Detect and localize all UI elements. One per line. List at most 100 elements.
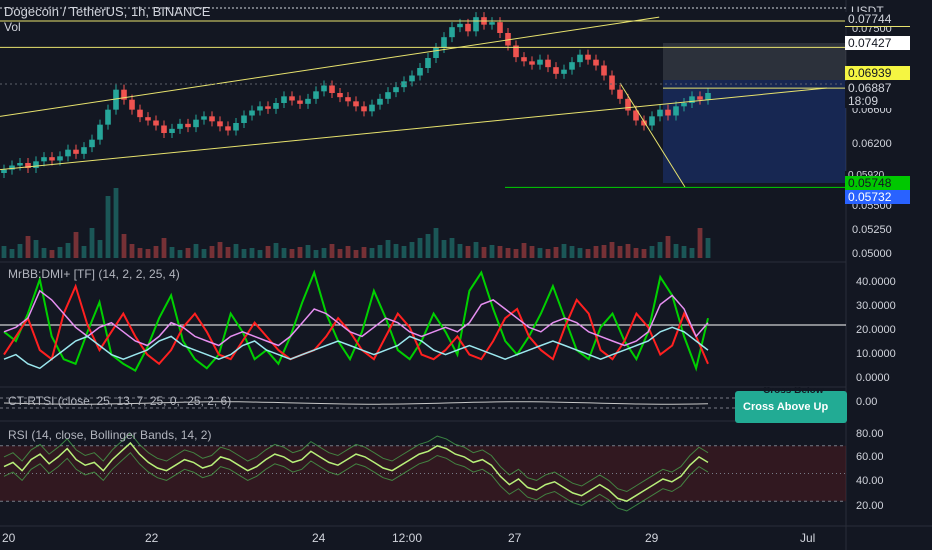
mrbb-series-line — [3, 289, 709, 347]
candle-body — [369, 104, 375, 112]
candle-body — [609, 75, 615, 90]
alert-bubble[interactable]: Cross Below Cross Above Up — [735, 387, 847, 423]
volume-bar — [337, 249, 343, 258]
volume-bar — [153, 246, 159, 258]
volume-bar — [593, 246, 599, 258]
candle-body — [33, 161, 39, 168]
candle-body — [641, 120, 647, 126]
volume-bar — [633, 248, 639, 258]
volume-bar — [665, 236, 671, 258]
candle-body — [41, 157, 47, 162]
candle-body — [129, 99, 135, 110]
candle-body — [705, 93, 711, 100]
price-axis-tick: 0.06200 — [852, 138, 892, 150]
volume-bar — [265, 246, 271, 258]
symbol-title: Dogecoin / TetherUS, 1h, BINANCE — [4, 4, 211, 19]
volume-bar — [113, 188, 119, 258]
candle-body — [289, 96, 295, 101]
candle-body — [489, 22, 495, 25]
candle-body — [145, 117, 151, 121]
volume-bar — [529, 246, 535, 258]
volume-bar — [129, 244, 135, 258]
volume-bar — [193, 244, 199, 258]
mrbb-axis-tick: 0.0000 — [856, 372, 890, 384]
candle-body — [241, 115, 247, 123]
volume-bar — [273, 243, 279, 258]
mrbb-series-line — [3, 283, 709, 366]
volume-bar — [569, 246, 575, 258]
x-axis-tick: 20 — [2, 531, 16, 545]
candle-body — [121, 89, 127, 100]
candle-body — [73, 149, 79, 154]
ctrtsi-indicator-title[interactable]: CT-RTSI (close, 25, 13, 7, 25, 0, -25, 2… — [8, 394, 232, 408]
alert-bubble-top: Cross Below — [763, 387, 824, 395]
volume-bar — [17, 244, 23, 258]
volume-bar — [241, 249, 247, 258]
candle-body — [529, 61, 535, 65]
candle-body — [209, 116, 215, 122]
candle-body — [177, 123, 183, 129]
volume-bar — [617, 246, 623, 258]
volume-bar — [145, 249, 151, 258]
candle-body — [577, 54, 583, 63]
volume-bar — [57, 247, 63, 258]
volume-bar — [417, 238, 423, 258]
volume-bar — [369, 248, 375, 258]
volume-bar — [217, 242, 223, 258]
mrbb-indicator-title[interactable]: MrBB:DMI+ [TF] (14, 2, 2, 25, 4) — [8, 267, 180, 281]
volume-bar — [457, 244, 463, 258]
volume-bar — [289, 249, 295, 258]
candle-body — [65, 149, 71, 157]
trend-line — [0, 16, 660, 117]
trend-line — [619, 82, 686, 188]
price-axis-tick: 0.05000 — [852, 248, 892, 260]
candle-body — [633, 110, 639, 121]
candle-body — [377, 98, 383, 105]
volume-bar — [385, 240, 391, 258]
volume-bar — [625, 244, 631, 258]
volume-bar — [673, 244, 679, 258]
volume-bar — [281, 248, 287, 258]
candle-body — [361, 106, 367, 112]
volume-bar — [585, 249, 591, 258]
candle-body — [345, 97, 351, 102]
volume-bar — [697, 228, 703, 258]
volume-bar — [537, 248, 543, 258]
candle-body — [401, 81, 407, 88]
volume-bar — [681, 246, 687, 258]
candle-body — [601, 65, 607, 76]
candle-body — [329, 85, 335, 93]
volume-bar — [513, 249, 519, 258]
candle-body — [169, 128, 175, 133]
position-box-profit[interactable] — [663, 43, 846, 80]
price-tag-stop-blue: 0.05732 — [845, 190, 910, 204]
volume-bar — [521, 243, 527, 258]
volume-bar — [689, 248, 695, 258]
candle-body — [273, 103, 279, 109]
volume-bar — [641, 249, 647, 258]
candle-body — [433, 48, 439, 58]
volume-bar — [705, 238, 711, 258]
volume-bar — [497, 246, 503, 258]
rsi-indicator-title[interactable]: RSI (14, close, Bollinger Bands, 14, 2) — [8, 428, 212, 442]
candle-body — [281, 96, 287, 103]
candle-body — [105, 109, 111, 125]
x-axis-tick: 24 — [312, 531, 326, 545]
candle-body — [497, 22, 503, 33]
x-axis-tick: 29 — [645, 531, 659, 545]
ctrtsi-line — [3, 401, 709, 405]
candle-body — [49, 157, 55, 161]
volume-bar — [305, 245, 311, 258]
volume-bar — [321, 248, 327, 258]
volume-bar — [601, 245, 607, 258]
ctrtsi-axis-tick: 0.00 — [856, 396, 878, 408]
price-countdown: 18:09 — [845, 94, 910, 108]
candle-body — [9, 165, 15, 170]
volume-bar — [489, 245, 495, 258]
volume-bar — [185, 248, 191, 258]
volume-bar — [441, 240, 447, 258]
volume-bar — [233, 244, 239, 258]
candle-body — [665, 109, 671, 116]
x-axis-tick: Jul — [800, 531, 816, 545]
